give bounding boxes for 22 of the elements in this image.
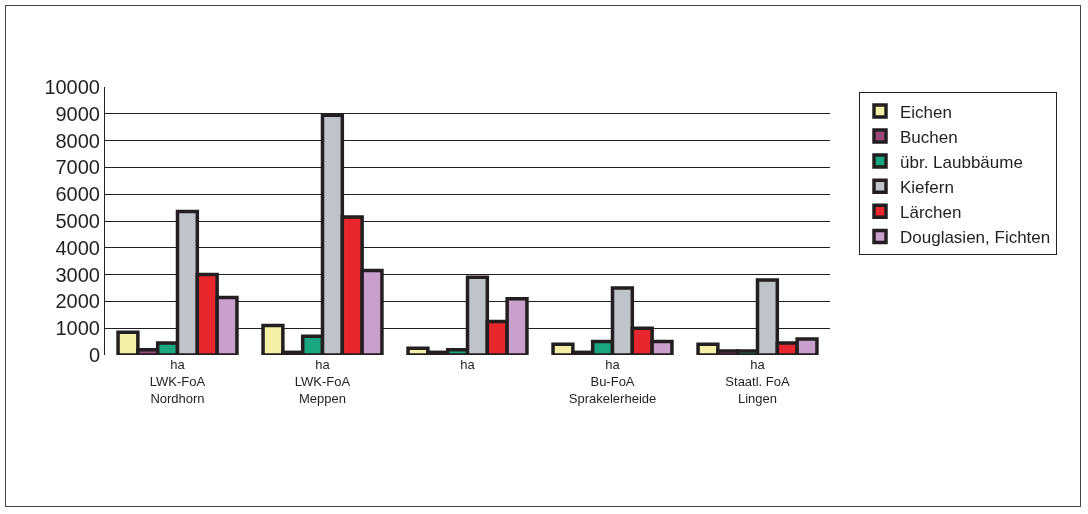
y-tick-label: 10000	[44, 76, 100, 98]
y-tick-label: 1000	[55, 317, 100, 340]
legend-label: Kiefern	[900, 177, 954, 197]
legend-label: Lärchen	[900, 202, 962, 222]
y-tick-label: 5000	[55, 210, 100, 232]
x-tick-label: ha LWK-FoA Nordhorn	[149, 357, 206, 406]
x-tick-label: ha	[460, 357, 476, 372]
y-tick-label: 4000	[55, 236, 100, 259]
y-tick-label: 7000	[55, 156, 100, 179]
legend-label: Eichen	[900, 102, 952, 122]
legend-label: Buchen	[900, 127, 958, 147]
y-tick-label: 6000	[55, 183, 100, 206]
y-tick-label: 9000	[55, 102, 100, 125]
x-tick-label: ha Bu-FoA Sprakelerheide	[568, 357, 657, 406]
x-tick-label: ha Staatl. FoA Lingen	[725, 357, 790, 406]
x-tick-label: ha LWK-FoA Meppen	[294, 357, 351, 406]
y-tick-label: 3000	[55, 263, 100, 286]
legend-label: übr. Laubbäume	[900, 152, 1023, 172]
legend-label: Douglasien, Fichten	[900, 228, 1051, 248]
y-tick-label: 8000	[55, 129, 100, 152]
y-tick-label: 0	[88, 344, 100, 366]
y-tick-label: 2000	[55, 290, 100, 313]
